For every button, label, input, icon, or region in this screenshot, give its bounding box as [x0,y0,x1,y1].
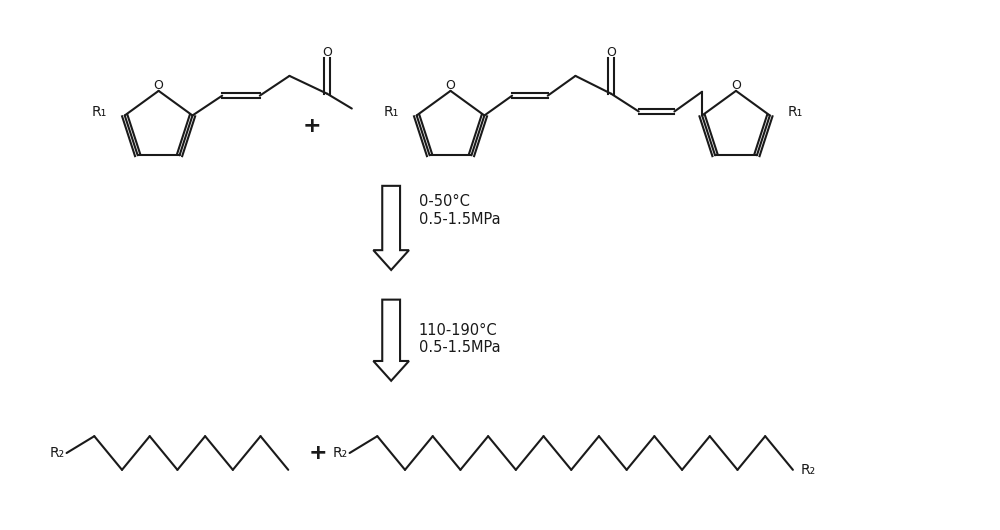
Text: O: O [446,79,455,92]
Text: O: O [606,46,616,59]
Text: R₁: R₁ [92,105,107,119]
Text: 0-50°C
0.5-1.5MPa: 0-50°C 0.5-1.5MPa [419,195,500,227]
Text: R₂: R₂ [332,446,348,460]
Text: R₂: R₂ [49,446,65,460]
Text: O: O [731,79,741,92]
Text: O: O [154,79,164,92]
Text: R₁: R₁ [788,105,803,119]
Text: R₂: R₂ [801,463,816,477]
Polygon shape [373,186,409,270]
Text: O: O [322,46,332,59]
Polygon shape [373,299,409,381]
Text: +: + [309,443,327,463]
Text: +: + [303,117,321,136]
Text: R₁: R₁ [384,105,399,119]
Text: 110-190°C
0.5-1.5MPa: 110-190°C 0.5-1.5MPa [419,323,500,356]
